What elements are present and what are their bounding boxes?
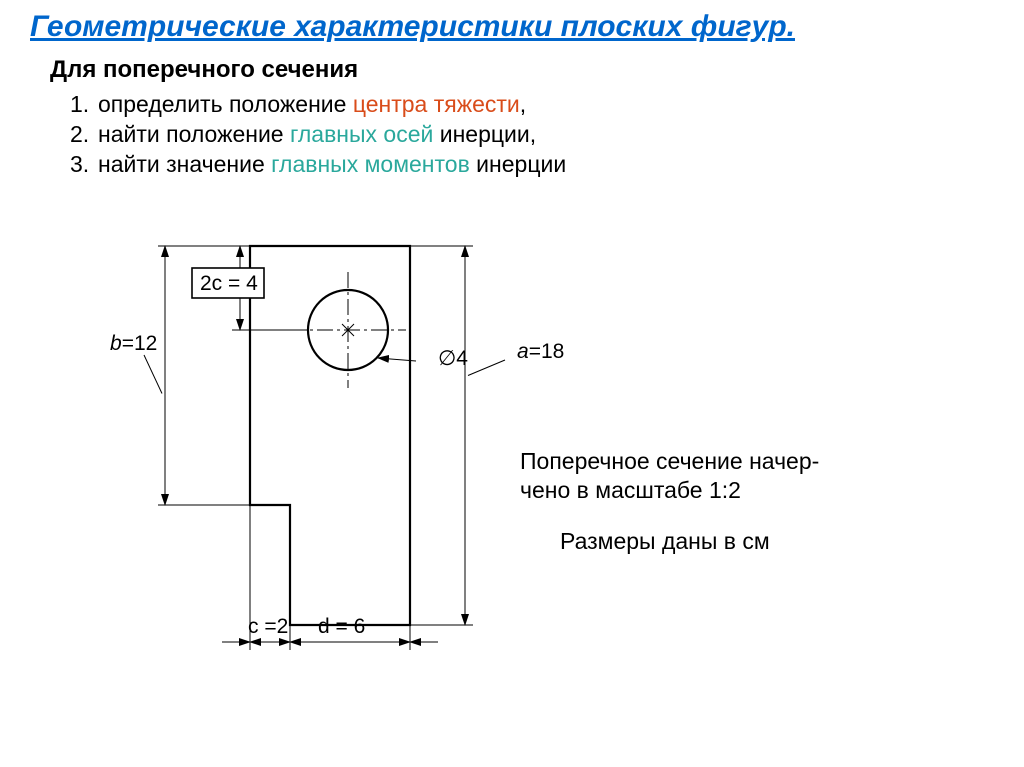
list-item: 1.определить положение центра тяжести, [70, 90, 566, 120]
title-text: Геометрические характеристики плоских фи… [30, 10, 795, 43]
subtitle: Для поперечного сечения [50, 56, 358, 84]
svg-text:c =2: c =2 [248, 615, 288, 638]
page-title: Геометрические характеристики плоских фи… [30, 10, 795, 44]
list-item: 2.найти положение главных осей инерции, [70, 120, 566, 150]
svg-text:∅4: ∅4 [438, 347, 468, 370]
hl-2: главных моментов [271, 151, 470, 177]
scale-note: Поперечное сечение начер- чено в масштаб… [520, 418, 819, 504]
svg-text:a=18: a=18 [517, 340, 564, 363]
hl-1: главных осей [290, 121, 433, 147]
svg-text:2c = 4: 2c = 4 [200, 272, 258, 295]
hl-0: центра тяжести [353, 91, 520, 117]
units-note: Размеры даны в см [560, 528, 770, 555]
technical-drawing: b=12a=182c = 4∅4c =2d = 6 [60, 230, 520, 670]
list-item: 3.найти значение главных моментов инерци… [70, 150, 566, 180]
svg-text:b=12: b=12 [110, 332, 157, 355]
svg-text:d = 6: d = 6 [318, 615, 365, 638]
task-list: 1.определить положение центра тяжести, 2… [70, 90, 566, 180]
drawing-svg: b=12a=182c = 4∅4c =2d = 6 [60, 230, 520, 670]
